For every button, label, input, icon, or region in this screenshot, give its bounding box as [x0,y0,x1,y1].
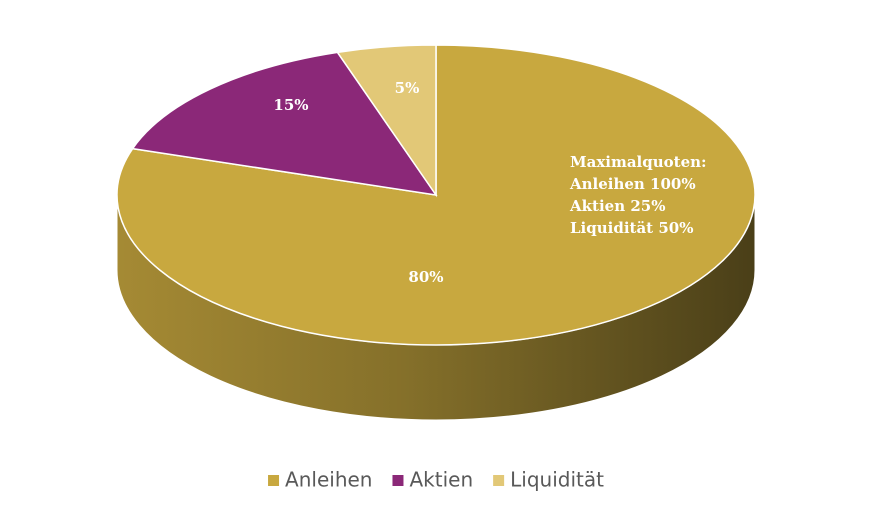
legend: Anleihen Aktien Liquidität [268,468,604,492]
annotation: Maximalquoten: [570,153,707,171]
legend-label: Liquidität [510,468,604,492]
legend-label: Anleihen [285,468,372,492]
legend-swatch [268,475,280,486]
annotation: Aktien 25% [569,197,665,215]
pie-slice [131,51,438,197]
legend-label: Aktien [409,468,473,492]
pie-slice [336,44,437,198]
annotation: Liquidität 50% [570,219,693,237]
data-label: 80% [408,268,443,286]
legend-swatch [392,475,404,486]
data-label: 5% [395,79,420,97]
annotation: Anleihen 100% [569,175,696,193]
data-label: 15% [273,96,308,114]
legend-swatch [493,475,505,486]
pie-slice [116,44,756,346]
